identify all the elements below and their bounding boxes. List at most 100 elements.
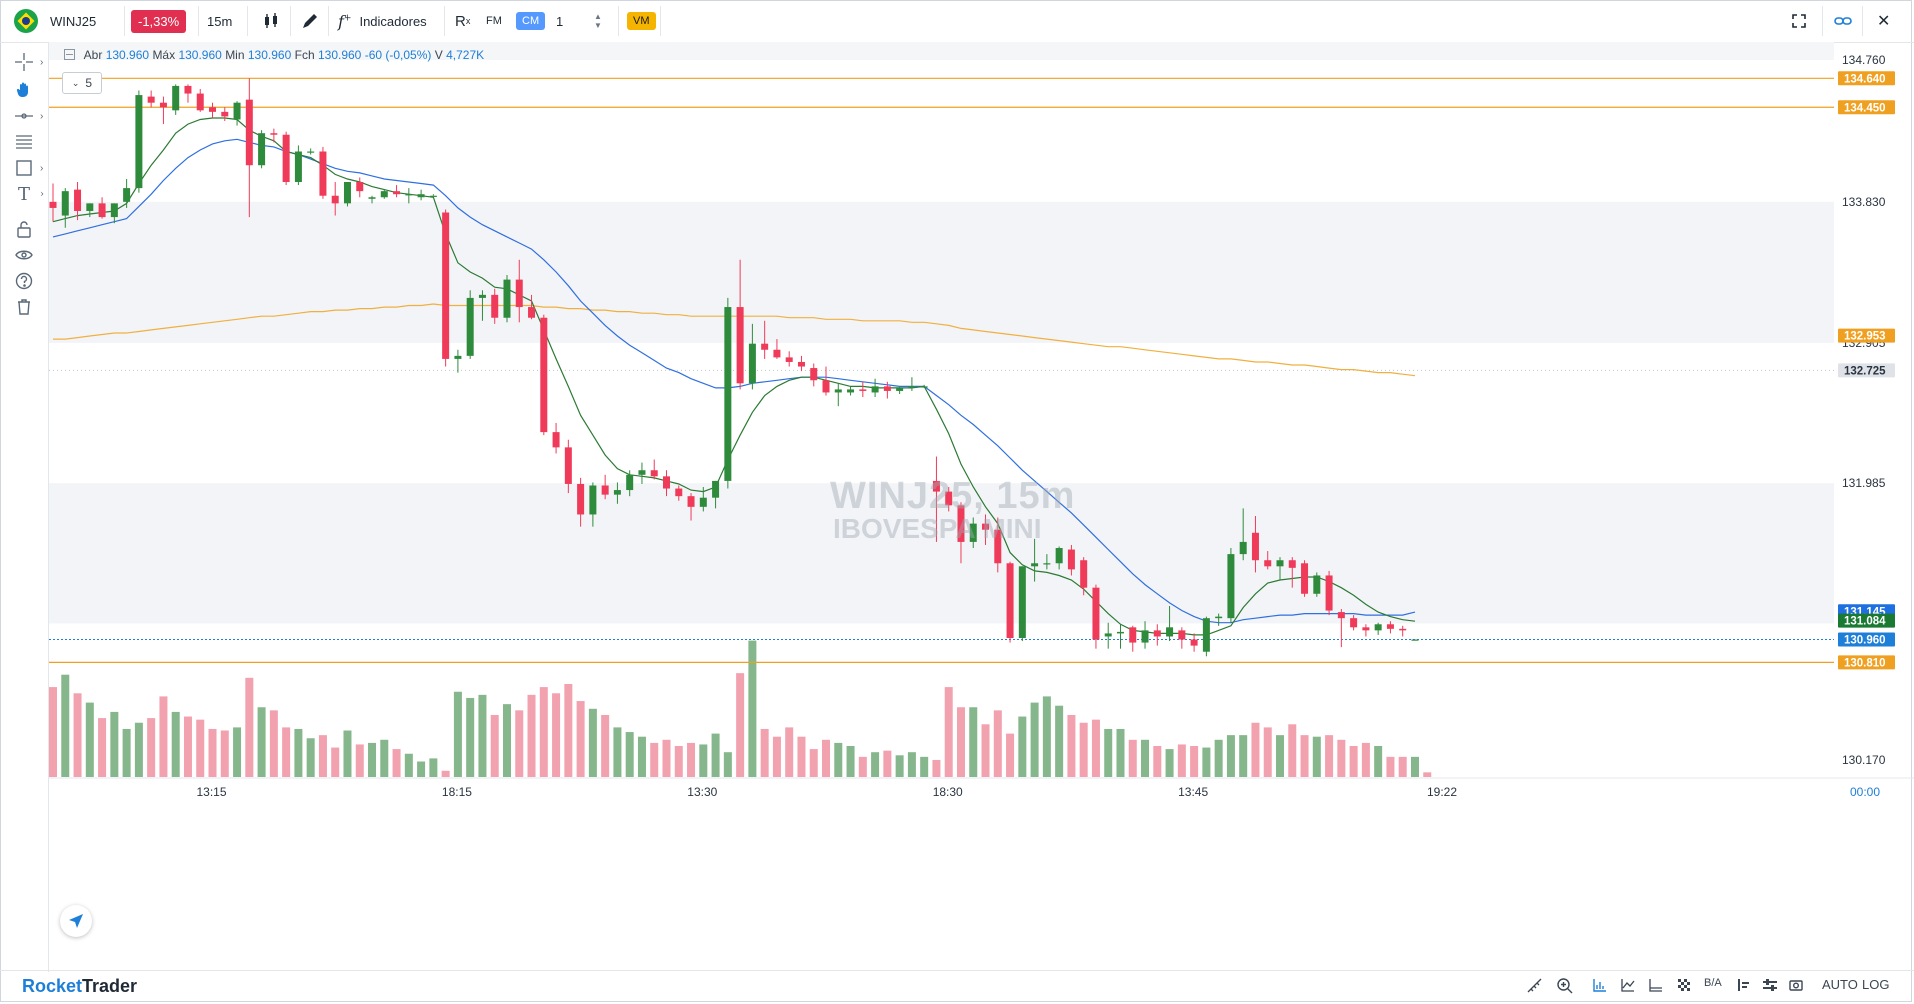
volume-bar <box>1300 735 1309 777</box>
chevron-right-icon[interactable]: › <box>40 56 44 68</box>
low-label: Min <box>225 48 245 62</box>
eye-icon[interactable] <box>12 243 36 267</box>
candle-body <box>110 203 118 218</box>
candle-body <box>601 485 609 495</box>
volume-bar <box>650 742 659 777</box>
text-tool-icon[interactable]: T › <box>17 183 44 205</box>
volume-bar <box>564 684 573 777</box>
candle-body <box>761 343 769 350</box>
candle-body <box>1239 541 1247 555</box>
candlestick-type-icon[interactable] <box>262 0 280 42</box>
bar-chart-icon[interactable] <box>1592 977 1608 993</box>
chevron-right-icon[interactable]: › <box>40 162 44 174</box>
zoom-icon[interactable] <box>1556 977 1574 995</box>
quantity-stepper[interactable]: ▲ ▼ <box>594 0 602 42</box>
volume-bar <box>355 744 364 777</box>
collapse-legend-icon[interactable] <box>64 49 75 60</box>
auto-scale-button[interactable]: AUTO <box>1822 977 1858 992</box>
candle-body <box>1080 560 1088 588</box>
candle-body <box>920 386 928 388</box>
vm-button[interactable]: VM <box>627 0 656 42</box>
fm-button[interactable]: FM <box>486 15 502 27</box>
screenshot-icon[interactable] <box>1788 977 1804 993</box>
candle-body <box>343 182 351 204</box>
volume-bar <box>134 722 143 777</box>
volume-bar <box>515 710 524 777</box>
quantity-input[interactable]: 1 <box>556 13 564 29</box>
ruler-icon[interactable] <box>1526 977 1544 995</box>
volume-bar <box>1030 702 1039 777</box>
bottom-bar: RocketTrader B/A AUTO LOG <box>0 970 1914 1003</box>
rectangle-icon[interactable]: › <box>12 156 43 180</box>
fullscreen-icon[interactable] <box>1792 0 1806 42</box>
volume-bar <box>539 687 548 777</box>
volume-bar <box>1055 705 1064 777</box>
volume-bar <box>220 730 229 777</box>
volume-bar <box>772 736 781 777</box>
volume-bar <box>368 742 377 777</box>
chevron-down-icon[interactable]: ▼ <box>594 21 602 30</box>
bid-ask-button[interactable]: B/A <box>1704 977 1722 989</box>
candle-body <box>994 529 1002 564</box>
divider <box>1862 6 1863 36</box>
candle-body <box>552 432 560 448</box>
timeframe-button[interactable]: 15m <box>207 13 233 29</box>
candle-body <box>1374 624 1382 631</box>
volume-bar <box>171 711 180 777</box>
candle-body <box>319 151 327 196</box>
price-badge-label: 132.725 <box>1844 365 1886 377</box>
hand-icon[interactable] <box>12 78 36 102</box>
candle-body <box>221 111 229 117</box>
volume-bar <box>760 728 769 777</box>
volume-bar <box>85 702 94 777</box>
candle-body <box>491 294 499 318</box>
indicators-button[interactable]: f+ Indicadores <box>338 0 427 42</box>
price-chart[interactable]: 134.760133.830132.905131.985130.170134.6… <box>49 42 1914 972</box>
trend-line-icon[interactable]: › <box>12 104 43 128</box>
help-icon[interactable] <box>12 269 36 293</box>
candle-body <box>945 491 953 506</box>
candle-body <box>1116 631 1124 634</box>
volume-bar <box>1190 746 1199 777</box>
candle-body <box>172 85 180 111</box>
candle-body <box>1190 639 1198 646</box>
pencil-icon[interactable] <box>300 0 320 42</box>
unlock-icon[interactable] <box>12 217 36 241</box>
line-chart-icon[interactable] <box>1620 977 1636 993</box>
volume-bar <box>233 727 242 777</box>
grid-icon[interactable] <box>1676 977 1692 993</box>
link-icon[interactable] <box>1834 0 1852 42</box>
volume-bar <box>785 727 794 777</box>
candle-body <box>773 349 781 358</box>
volume-bar <box>478 694 487 777</box>
volume-bar <box>1325 735 1334 777</box>
price-scale-icon[interactable] <box>1648 977 1664 993</box>
candle-body <box>86 203 94 211</box>
navigate-icon[interactable] <box>60 905 92 937</box>
chevron-right-icon[interactable]: › <box>40 110 44 122</box>
symbol-label[interactable]: WINJ25 <box>50 13 97 29</box>
trash-icon[interactable] <box>12 295 36 319</box>
cm-button[interactable]: CM <box>516 0 546 42</box>
close-icon[interactable]: ✕ <box>1877 13 1891 30</box>
brazil-flag-icon <box>14 0 38 42</box>
divider <box>444 6 445 36</box>
crosshair-icon[interactable]: › <box>12 50 43 74</box>
candle-body <box>589 485 597 515</box>
candle-body <box>1006 563 1014 638</box>
volume-bar <box>907 752 916 777</box>
fibonacci-icon[interactable] <box>12 130 36 154</box>
chart-watermark-title: WINJ25, 15m <box>830 475 1076 517</box>
chevron-right-icon[interactable]: › <box>40 188 44 200</box>
moving-average-orange <box>53 303 1416 377</box>
log-scale-button[interactable]: LOG <box>1862 977 1890 992</box>
candle-body <box>356 182 364 192</box>
volume-bar <box>1349 746 1358 777</box>
tick-chart-icon[interactable] <box>1736 977 1752 993</box>
settings-icon[interactable] <box>1762 977 1778 993</box>
indicators-collapse-button[interactable]: ⌄ 5 <box>62 72 102 94</box>
volume-bar <box>871 752 880 777</box>
candle-body <box>454 355 462 359</box>
chevron-up-icon[interactable]: ▲ <box>594 12 602 21</box>
